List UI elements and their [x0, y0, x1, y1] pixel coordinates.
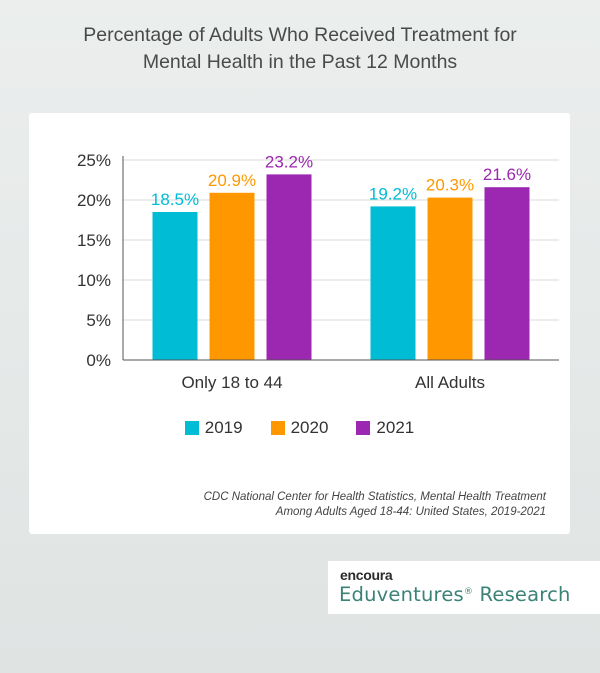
- brand-name: Eduventures: [339, 583, 464, 606]
- legend-item-2021: 2021: [356, 418, 414, 438]
- data-label: 21.6%: [483, 165, 531, 184]
- bar-2019-1: [152, 212, 198, 360]
- encoura-logo-text: encoura: [340, 567, 393, 583]
- data-label: 18.5%: [151, 190, 199, 209]
- y-tick-label: 0%: [86, 351, 111, 370]
- source-line-1: CDC National Center for Health Statistic…: [203, 491, 546, 503]
- bar-2020-2: [427, 197, 473, 360]
- legend-swatch: [356, 421, 371, 435]
- data-label: 20.3%: [426, 176, 474, 195]
- y-tick-label: 25%: [77, 151, 111, 170]
- y-tick-label: 10%: [77, 271, 111, 290]
- data-label: 19.2%: [369, 184, 417, 203]
- bar-2020-1: [209, 192, 255, 360]
- bar-chart: 0% 5% 10% 15% 20% 25% 18.5% 20.9% 23.2% Only 18 t…: [77, 151, 559, 392]
- legend-label: 2019: [204, 418, 243, 437]
- legend-item-2020: 2020: [270, 418, 329, 438]
- legend-label: 2020: [290, 418, 329, 437]
- source-line-2: Among Adults Aged 18-44: United States, …: [275, 506, 546, 518]
- registered-mark: ®: [463, 587, 474, 597]
- bar-2021-1: [266, 174, 312, 360]
- chart-card: 0% 5% 10% 15% 20% 25% 18.5% 20.9% 23.2% Only 18 t…: [29, 113, 570, 534]
- x-category-label: All Adults: [415, 373, 485, 392]
- eduventures-research-logo-text: Eduventures® Research: [339, 583, 571, 606]
- legend-swatch: [184, 421, 199, 435]
- y-tick-label: 5%: [86, 311, 111, 330]
- data-label: 20.9%: [208, 171, 256, 190]
- x-category-label: Only 18 to 44: [181, 373, 282, 392]
- bar-2019-2: [370, 206, 416, 360]
- y-tick-label: 15%: [77, 231, 111, 250]
- source-note: CDC National Center for Health Statistic…: [204, 490, 546, 520]
- legend-item-2019: 2019: [184, 418, 243, 438]
- chart-title-line-2: Mental Health in the Past 12 Months: [142, 51, 458, 73]
- bar-2021-2: [484, 187, 530, 360]
- chart-title: Percentage of Adults Who Received Treatm…: [20, 22, 580, 76]
- chart-title-line-1: Percentage of Adults Who Received Treatm…: [83, 24, 517, 46]
- brand-suffix: Research: [473, 583, 571, 606]
- chart-legend: 2019 2020 2021: [29, 418, 570, 438]
- legend-swatch: [270, 421, 285, 435]
- legend-label: 2021: [376, 418, 415, 437]
- data-label: 23.2%: [265, 152, 313, 171]
- y-tick-label: 20%: [77, 191, 111, 210]
- brand-logo: encoura Eduventures® Research: [328, 561, 600, 614]
